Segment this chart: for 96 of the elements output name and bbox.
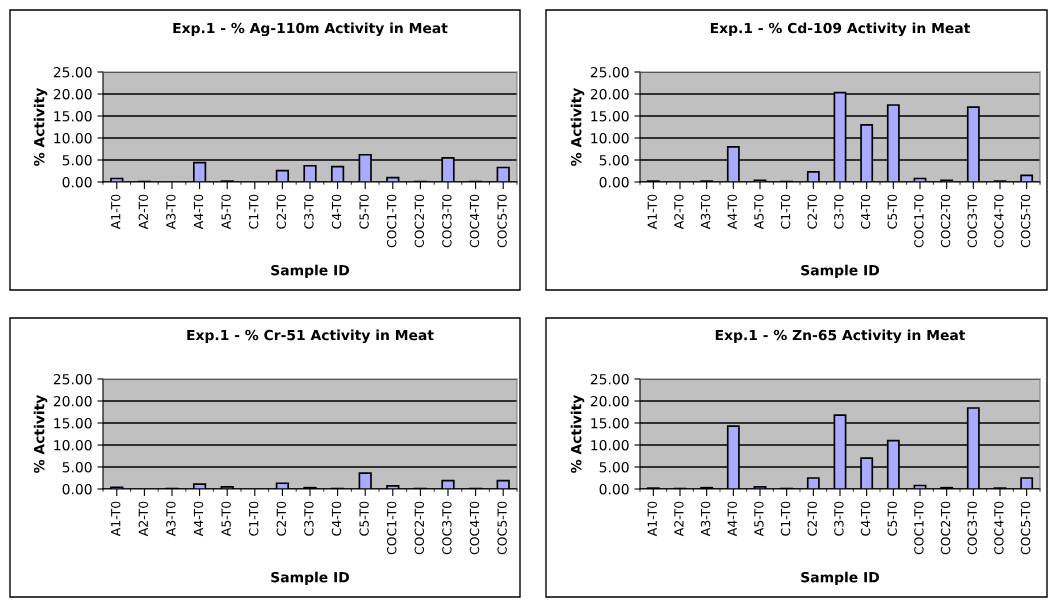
x-tick-label: C1-T0: [248, 194, 259, 229]
x-tick-label: COC1-T0: [914, 501, 924, 555]
x-tick-label: A4-T0: [193, 501, 204, 537]
x-tick-label: A3-T0: [166, 501, 176, 537]
y-tick-label: 20.00: [53, 88, 92, 100]
x-tick-label: COC4-T0: [469, 501, 480, 555]
x-tick-label: C3-T0: [834, 501, 844, 536]
y-tick-label: 10.00: [54, 132, 92, 144]
x-tick-label: C5-T0: [887, 194, 897, 229]
y-tick-label: 15.00: [591, 110, 629, 122]
x-tick-label: A1-T0: [110, 194, 121, 230]
x-tick-label: COC5-T0: [497, 194, 507, 248]
x-tick-label: A2-T0: [138, 194, 149, 230]
x-tick-label: C3-T0: [304, 194, 314, 229]
x-tick-label: A4-T0: [727, 501, 737, 537]
y-tick-label: 20.00: [590, 395, 629, 407]
x-tick-label: C5-T0: [359, 501, 369, 536]
y-tick-label: 5.00: [599, 154, 629, 166]
x-axis-title: Sample ID: [801, 264, 880, 279]
x-tick-label: COC5-T0: [497, 501, 507, 555]
y-axis-title: % Activity: [570, 394, 585, 473]
x-tick-label: C2-T0: [807, 501, 817, 536]
x-tick-label: A2-T0: [674, 501, 684, 537]
x-tick-label: C1-T0: [248, 501, 259, 536]
y-tick-label: 5.00: [599, 461, 629, 473]
x-tick-label: C4-T0: [860, 501, 871, 536]
x-tick-label: C2-T0: [807, 194, 817, 229]
x-tick-label: A4-T0: [193, 194, 204, 230]
chart-title: Exp.1 - % Zn-65 Activity in Meat: [715, 329, 966, 344]
y-tick-label: 10.00: [54, 439, 92, 451]
x-tick-label: COC1-T0: [386, 194, 397, 248]
y-tick-label: 15.00: [591, 417, 629, 429]
x-tick-label: A3-T0: [700, 194, 711, 230]
x-tick-label: COC3-T0: [442, 501, 452, 555]
x-tick-label: C2-T0: [276, 501, 287, 536]
x-tick-label: C1-T0: [780, 194, 791, 229]
chart-title: Exp.1 - % Cd-109 Activity in Meat: [710, 22, 971, 37]
x-tick-label: A1-T0: [647, 501, 657, 537]
y-tick-label: 25.00: [53, 66, 92, 78]
y-tick-label: 25.00: [590, 373, 629, 385]
chart-title: Exp.1 - % Ag-110m Activity in Meat: [173, 22, 448, 37]
x-tick-label: COC1-T0: [914, 194, 924, 248]
x-tick-label: COC2-T0: [414, 194, 425, 248]
x-tick-label: C3-T0: [834, 194, 844, 229]
x-tick-label: COC3-T0: [967, 501, 977, 555]
y-axis-title: % Activity: [33, 394, 48, 473]
x-tick-label: COC3-T0: [442, 194, 452, 248]
x-tick-label: C2-T0: [276, 194, 287, 229]
y-tick-label: 0.00: [599, 176, 629, 188]
x-tick-label: C4-T0: [860, 194, 871, 229]
x-tick-label: C4-T0: [331, 194, 342, 229]
x-tick-label: A5-T0: [754, 194, 764, 230]
x-tick-label: A4-T0: [727, 194, 737, 230]
x-tick-label: COC2-T0: [414, 501, 425, 555]
x-tick-label: A5-T0: [221, 194, 231, 230]
x-tick-label: A1-T0: [110, 501, 121, 537]
x-tick-label: A1-T0: [647, 194, 657, 230]
y-tick-label: 20.00: [53, 395, 92, 407]
y-tick-label: 15.00: [54, 417, 92, 429]
x-tick-label: COC5-T0: [1020, 194, 1031, 248]
x-tick-label: COC2-T0: [940, 501, 951, 555]
x-tick-label: COC4-T0: [469, 194, 480, 248]
x-axis-title: Sample ID: [271, 571, 350, 586]
y-tick-label: 0.00: [62, 483, 92, 495]
x-tick-label: COC4-T0: [994, 501, 1004, 555]
y-tick-label: 15.00: [54, 110, 92, 122]
x-tick-label: COC4-T0: [994, 194, 1004, 248]
y-tick-label: 5.00: [62, 461, 92, 473]
x-tick-label: A2-T0: [674, 194, 684, 230]
y-tick-label: 25.00: [53, 373, 92, 385]
chart-title: Exp.1 - % Cr-51 Activity in Meat: [187, 329, 434, 344]
x-tick-label: COC5-T0: [1020, 501, 1031, 555]
y-axis-title: % Activity: [33, 87, 48, 166]
y-tick-label: 0.00: [599, 483, 629, 495]
y-tick-label: 5.00: [62, 154, 92, 166]
x-axis-title: Sample ID: [801, 571, 880, 586]
x-tick-label: COC3-T0: [967, 194, 977, 248]
y-tick-label: 10.00: [591, 132, 629, 144]
x-tick-label: C5-T0: [887, 501, 897, 536]
y-tick-label: 10.00: [591, 439, 629, 451]
x-tick-label: A5-T0: [221, 501, 231, 537]
y-tick-label: 20.00: [590, 88, 629, 100]
y-axis-title: % Activity: [570, 87, 585, 166]
y-tick-label: 0.00: [62, 176, 92, 188]
x-tick-label: C1-T0: [780, 501, 791, 536]
x-axis-title: Sample ID: [271, 264, 350, 279]
x-tick-label: COC1-T0: [386, 501, 397, 555]
x-tick-label: COC2-T0: [940, 194, 951, 248]
x-tick-label: C3-T0: [304, 501, 314, 536]
y-tick-label: 25.00: [590, 66, 629, 78]
x-tick-label: C5-T0: [359, 194, 369, 229]
x-tick-label: A3-T0: [166, 194, 176, 230]
x-tick-label: A3-T0: [700, 501, 711, 537]
x-tick-label: A2-T0: [138, 501, 149, 537]
x-tick-label: A5-T0: [754, 501, 764, 537]
x-tick-label: C4-T0: [331, 501, 342, 536]
